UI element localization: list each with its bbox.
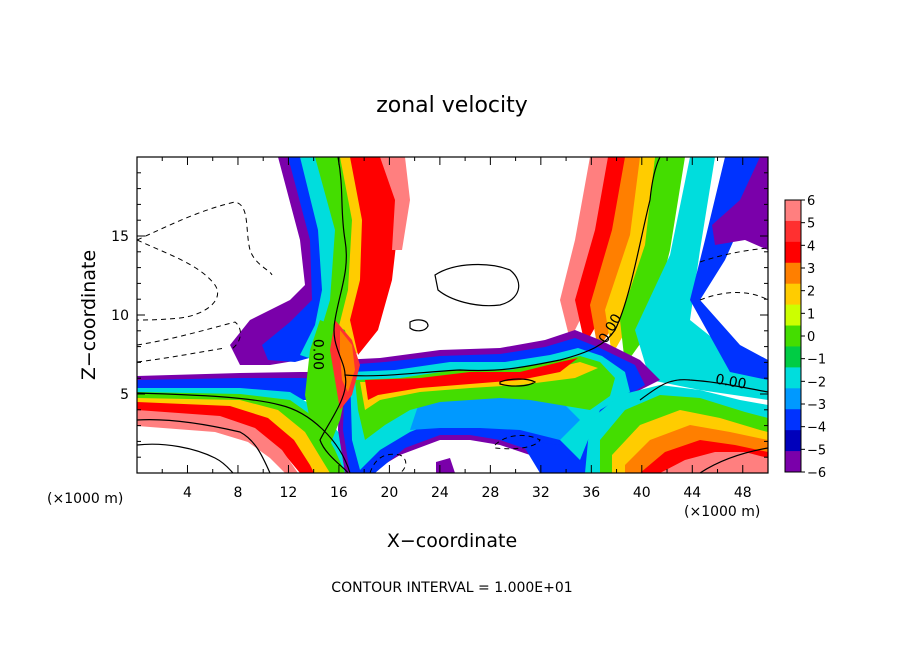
x-tick-label: 36 <box>582 485 600 501</box>
x-axis-label: X−coordinate <box>387 530 517 552</box>
right-plume-cyan <box>635 157 768 400</box>
colorbar-swatch <box>785 200 801 222</box>
dashed-contours <box>137 201 768 473</box>
center-orange-arm <box>340 330 355 392</box>
colorbar-label: −6 <box>807 466 826 481</box>
x-tick-label: 44 <box>683 485 701 501</box>
colorbar-label: −3 <box>807 398 826 413</box>
colorbar-swatch <box>785 367 801 389</box>
y-axis-label: Z−coordinate <box>78 250 100 380</box>
neg-contour-bottom <box>369 453 407 473</box>
neg-contour-upper-left-2 <box>137 239 218 321</box>
colorbar-swatch <box>785 325 801 347</box>
chart-title: zonal velocity <box>376 93 528 118</box>
center-blue-streak <box>410 395 580 440</box>
colorbar-label: 0 <box>807 330 815 345</box>
plot-area <box>137 157 768 473</box>
x-tick-label: 48 <box>734 485 752 501</box>
y-axis-ticks: 5 10 15 <box>111 172 768 458</box>
contour-small-loop <box>499 378 537 387</box>
left-plume-field <box>230 157 410 365</box>
lr-pink <box>660 452 768 473</box>
neg-contour-right <box>699 247 768 263</box>
colorbar-label: 5 <box>807 217 815 232</box>
y-tick-label: 5 <box>120 387 129 403</box>
contour-island <box>434 263 520 307</box>
colorbar-swatch <box>785 409 801 431</box>
colorbar: 6 5 4 3 2 1 0 −1 −2 −3 −4 −5 −6 <box>784 194 826 481</box>
right-plume-blue <box>690 157 768 380</box>
colorbar-label: −1 <box>807 353 826 368</box>
bottom-purple-blob <box>436 458 455 473</box>
x-tick-label: 20 <box>380 485 398 501</box>
colorbar-label: 2 <box>807 285 815 300</box>
zero-contour-left-plume <box>319 157 349 473</box>
jet-cyan <box>137 388 360 473</box>
colorbar-label: 3 <box>807 262 815 277</box>
neg-contour-mid-left-2 <box>137 347 226 363</box>
jet-green <box>137 392 345 473</box>
x-tick-label: 32 <box>532 485 550 501</box>
lower-right-field <box>585 385 768 473</box>
x-axis-ticks: 4 8 12 16 20 24 28 32 36 40 44 48 <box>161 157 752 501</box>
colorbar-swatch <box>785 241 801 264</box>
right-plume-purple <box>712 157 768 250</box>
y-tick-label: 15 <box>111 229 129 245</box>
right-plume-yellow <box>605 157 655 355</box>
y-tick-label: 10 <box>111 308 129 324</box>
x-unit-right: (×1000 m) <box>684 504 760 520</box>
x-tick-label: 24 <box>431 485 449 501</box>
x-tick-label: 12 <box>280 485 298 501</box>
jet-pink <box>137 410 298 473</box>
x-tick-label: 28 <box>481 485 499 501</box>
zero-contour-center <box>344 157 661 377</box>
right-plume-green <box>620 157 685 365</box>
right-plume-field <box>560 157 768 400</box>
x-tick-label: 16 <box>330 485 348 501</box>
colorbar-label: −2 <box>807 375 826 390</box>
central-mixed-field <box>305 320 660 473</box>
colorbar-swatch <box>785 304 801 327</box>
x-tick-label: 4 <box>183 485 192 501</box>
colorbar-label: −4 <box>807 421 826 436</box>
x-tick-label: 40 <box>633 485 651 501</box>
colorbar-label: 4 <box>807 239 815 254</box>
zero-contour-right <box>639 379 768 401</box>
contour-label: 0.00 <box>714 372 747 393</box>
colorbar-swatch <box>785 220 801 243</box>
contour-right-low <box>699 447 768 473</box>
right-plume-orange <box>590 157 645 350</box>
contour-interval-footer: CONTOUR INTERVAL = 1.000E+01 <box>331 580 572 596</box>
contour-hill-left-2 <box>137 443 234 473</box>
colorbar-swatch <box>785 262 801 285</box>
center-red <box>365 358 578 400</box>
colorbar-label: 1 <box>807 307 815 322</box>
solid-contours <box>137 157 768 473</box>
x-unit-left: (×1000 m) <box>47 491 123 507</box>
contour-small-island <box>409 319 429 332</box>
right-plume-red <box>575 157 630 345</box>
colorbar-label: −5 <box>807 443 826 458</box>
colorbar-swatch <box>785 430 801 452</box>
center-bottom-blue <box>520 440 585 473</box>
left-plume-red <box>350 157 400 355</box>
neg-contour-bottom-2 <box>494 434 541 450</box>
contour-label: 0.00 <box>310 339 326 370</box>
colorbar-swatch <box>785 388 801 410</box>
colorbar-swatch <box>785 283 801 306</box>
left-plume-pink <box>380 157 410 250</box>
jet-yellow <box>137 398 330 473</box>
neg-contour-right-2 <box>699 292 768 301</box>
zero-contour-jet <box>137 392 351 473</box>
contour-hill-left <box>137 419 271 473</box>
colorbar-swatch <box>785 451 801 473</box>
colorbar-label: 6 <box>807 194 815 209</box>
neg-contour-upper-left <box>137 201 273 276</box>
x-tick-label: 8 <box>233 485 242 501</box>
colorbar-swatch <box>785 346 801 368</box>
